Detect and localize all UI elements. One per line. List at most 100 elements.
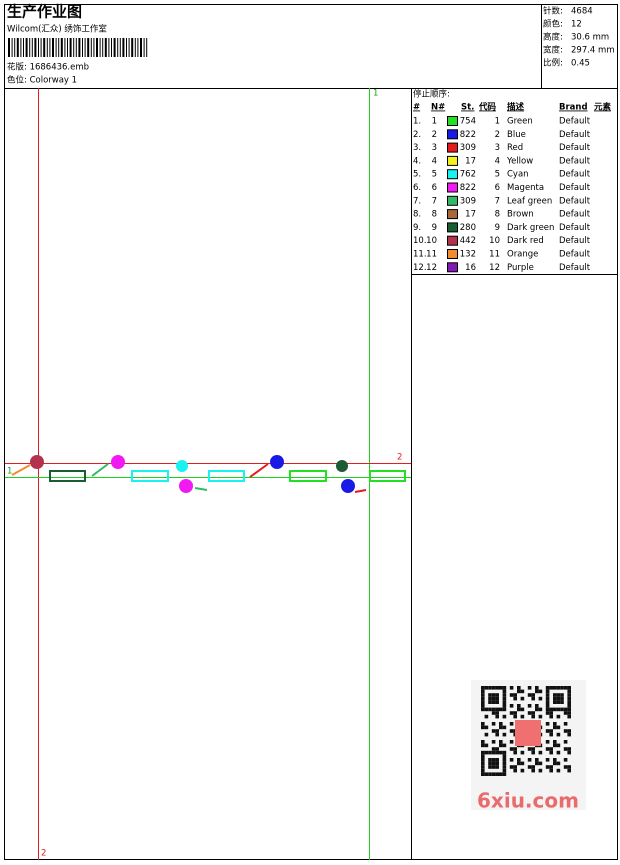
qr-module bbox=[502, 743, 507, 748]
qr-module bbox=[481, 743, 485, 748]
description: Orange bbox=[507, 250, 538, 260]
qr-module bbox=[499, 750, 503, 755]
qr-module bbox=[563, 729, 568, 733]
swatch bbox=[447, 222, 458, 233]
marker: 1 bbox=[373, 89, 378, 99]
qr-module bbox=[495, 700, 499, 704]
qr-module bbox=[567, 686, 571, 690]
qr-module bbox=[535, 761, 539, 766]
qr-module bbox=[502, 750, 507, 755]
qr-module bbox=[553, 700, 557, 704]
info-value: 30.6 mm bbox=[571, 33, 609, 43]
qr-module bbox=[535, 704, 539, 708]
qr-module bbox=[549, 707, 553, 712]
qr-module bbox=[481, 758, 485, 762]
swatch bbox=[447, 235, 458, 246]
bar bbox=[102, 38, 104, 57]
qr-module bbox=[499, 686, 503, 690]
qr-module bbox=[527, 747, 532, 751]
bar bbox=[128, 38, 130, 57]
qr-module bbox=[527, 704, 532, 708]
qr-module bbox=[481, 754, 485, 758]
watermark: 6xiu.com bbox=[477, 789, 579, 813]
qr-module bbox=[513, 768, 517, 773]
qr-module bbox=[491, 772, 496, 776]
qr-module bbox=[531, 696, 535, 701]
stitches: 822 bbox=[460, 183, 476, 193]
qr-module bbox=[495, 747, 499, 751]
bar bbox=[104, 38, 107, 57]
swatch bbox=[447, 129, 458, 140]
qr-module bbox=[556, 707, 561, 712]
qr-module bbox=[535, 707, 539, 712]
bar bbox=[122, 38, 125, 57]
qr-module bbox=[567, 711, 571, 715]
qr-module bbox=[488, 750, 492, 755]
qr-module bbox=[509, 758, 514, 762]
brand: Default bbox=[559, 236, 591, 246]
info-value: 297.4 mm bbox=[571, 46, 615, 56]
qr-module bbox=[502, 707, 507, 712]
bar bbox=[58, 38, 60, 57]
qr-module bbox=[567, 714, 571, 719]
column-header: 元素 bbox=[594, 102, 612, 113]
swatch bbox=[447, 142, 458, 153]
bar bbox=[73, 38, 75, 57]
stop: 10. bbox=[413, 236, 427, 246]
qr-module bbox=[491, 758, 496, 762]
qr-module bbox=[545, 689, 550, 694]
bar bbox=[126, 38, 127, 57]
qr-module bbox=[567, 765, 571, 769]
brand: Default bbox=[559, 117, 591, 127]
info-value: 4684 bbox=[571, 7, 593, 17]
qr-module bbox=[556, 686, 561, 690]
qr-module bbox=[495, 707, 499, 712]
qr-module bbox=[513, 714, 517, 719]
qr-module bbox=[563, 758, 568, 762]
qr-module bbox=[509, 747, 514, 751]
qr-module bbox=[502, 686, 507, 690]
qr-logo bbox=[515, 720, 541, 746]
qr-module bbox=[502, 768, 507, 773]
qr-module bbox=[481, 761, 485, 766]
qr-module bbox=[549, 711, 553, 715]
code: 4 bbox=[495, 156, 500, 166]
qr-module bbox=[481, 700, 485, 704]
frame bbox=[4, 4, 618, 860]
qr-module bbox=[563, 747, 568, 751]
info-label: 颜色: bbox=[543, 19, 563, 30]
needle: 4 bbox=[432, 156, 437, 166]
description: Brown bbox=[507, 210, 534, 220]
stop: 6. bbox=[413, 183, 421, 193]
qr-module bbox=[491, 740, 496, 744]
bar bbox=[111, 38, 112, 57]
stop: 8. bbox=[413, 210, 421, 220]
qr-module bbox=[491, 696, 496, 701]
bar bbox=[60, 38, 63, 57]
qr-module bbox=[517, 689, 521, 694]
qr-module bbox=[517, 758, 521, 762]
needle: 11 bbox=[426, 250, 437, 260]
colorway: 色位: Colorway 1 bbox=[7, 75, 77, 86]
qr-module bbox=[513, 711, 517, 715]
qr-module bbox=[481, 693, 485, 697]
swatch bbox=[447, 155, 458, 166]
description: Yellow bbox=[506, 156, 533, 166]
qr-module bbox=[527, 686, 532, 690]
qr-module bbox=[502, 772, 507, 776]
qr-module bbox=[531, 768, 535, 773]
stitches: 280 bbox=[460, 223, 476, 233]
bar bbox=[82, 38, 83, 57]
qr-module bbox=[495, 772, 499, 776]
qr-module bbox=[509, 686, 514, 690]
brand: Default bbox=[559, 183, 591, 193]
qr-module bbox=[495, 729, 499, 733]
bar bbox=[55, 38, 57, 57]
needle: 10 bbox=[426, 236, 437, 246]
qr-module bbox=[495, 750, 499, 755]
description: Green bbox=[507, 117, 533, 127]
qr-module bbox=[481, 696, 485, 701]
qr-module bbox=[484, 772, 489, 776]
bar bbox=[140, 38, 142, 57]
qr-module bbox=[481, 704, 485, 708]
